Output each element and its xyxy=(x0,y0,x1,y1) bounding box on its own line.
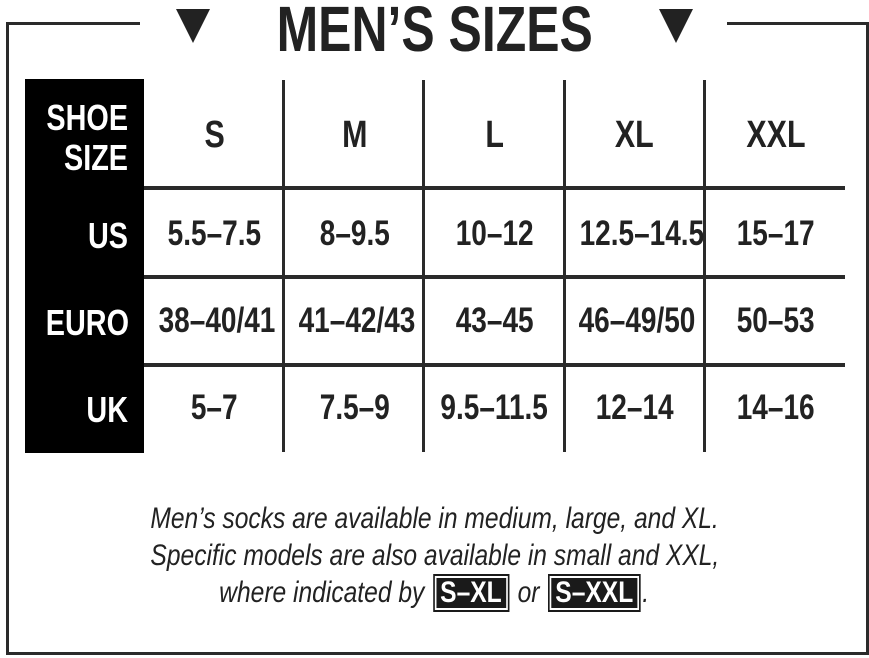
table-cell: 8–9.5 xyxy=(319,214,390,253)
table-cell: 38–40/41 xyxy=(158,301,276,340)
frame-top-left-line xyxy=(6,22,140,25)
table-cell: 7.5–9 xyxy=(319,388,390,427)
note-line-1: Men’s socks are available in medium, lar… xyxy=(150,502,719,535)
note-line-2: Specific models are also available in sm… xyxy=(150,539,719,572)
note-line-3: where indicated by S–XL or S–XXL. xyxy=(219,574,650,612)
column-divider xyxy=(563,80,566,452)
column-divider xyxy=(282,80,285,452)
row-divider xyxy=(144,186,845,190)
badge-s-xl: S–XL xyxy=(433,574,510,612)
triangle-down-icon xyxy=(659,9,694,43)
table-cell: 9.5–11.5 xyxy=(440,388,549,427)
row-label-euro: EURO xyxy=(45,302,130,343)
row-divider xyxy=(144,363,845,367)
table-cell: 50–53 xyxy=(736,301,815,340)
table-cell: 14–16 xyxy=(736,388,815,427)
table-cell: 5–7 xyxy=(191,388,238,427)
table-cell: 5.5–7.5 xyxy=(167,214,262,253)
table-cell: 46–49/50 xyxy=(578,301,696,340)
column-divider xyxy=(422,80,425,452)
row-header-column xyxy=(25,79,144,453)
table-cell: 12.5–14.5 xyxy=(579,214,705,253)
column-header: XL xyxy=(615,114,654,156)
table-cell: 15–17 xyxy=(736,214,815,253)
triangle-down-icon xyxy=(175,9,210,43)
row-divider xyxy=(144,275,845,279)
table-cell: 12–14 xyxy=(595,388,674,427)
column-divider xyxy=(703,80,706,452)
row-label-uk: UK xyxy=(86,389,128,430)
column-header: L xyxy=(485,114,504,156)
title-text: MEN’S SIZES xyxy=(276,0,593,65)
badge-s-xxl: S–XXL xyxy=(548,574,641,612)
table-cell: 10–12 xyxy=(455,214,534,253)
table-cell: 41–42/43 xyxy=(298,301,416,340)
frame-top-right-line xyxy=(727,22,866,25)
column-header: XXL xyxy=(745,114,806,156)
column-header: S xyxy=(204,114,225,156)
column-header: M xyxy=(341,114,368,156)
table-cell: 43–45 xyxy=(455,301,534,340)
availability-note: Men’s socks are available in medium, lar… xyxy=(0,500,869,612)
page-title: MEN’S SIZES xyxy=(0,0,869,66)
chart-frame xyxy=(6,22,869,655)
row-label-us: US xyxy=(87,215,128,256)
corner-label: SHOE SIZE xyxy=(46,97,128,178)
